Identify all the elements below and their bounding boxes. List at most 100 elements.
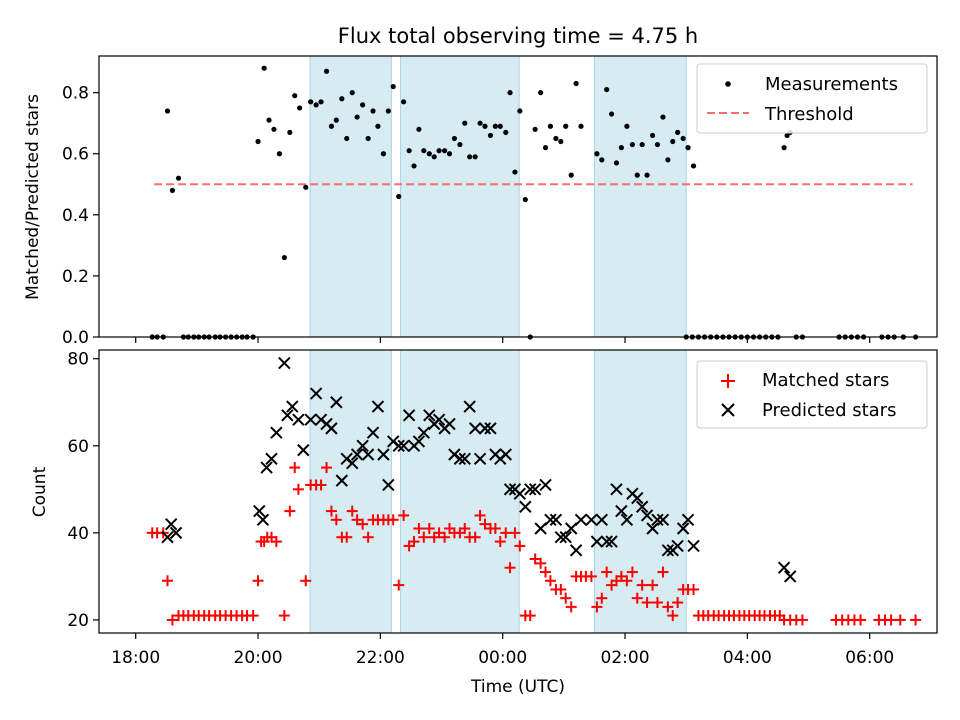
measurement-point: [360, 102, 366, 108]
predicted-star-point: [565, 522, 578, 535]
measurement-point: [467, 154, 473, 160]
measurement-point: [618, 145, 624, 151]
predicted-star-point: [325, 422, 338, 435]
measurement-point: [297, 105, 303, 111]
predicted-star-point: [528, 483, 542, 496]
predicted-star-point: [777, 561, 791, 574]
measurement-point: [446, 151, 453, 157]
matched-star-point: [672, 597, 684, 609]
legend-predicted-marker: [721, 403, 735, 417]
measurement-point: [553, 135, 559, 142]
top-legend: Measurements Threshold: [696, 63, 928, 134]
predicted-star-point: [304, 413, 317, 426]
matched-star-point: [300, 575, 312, 587]
matched-star-point: [494, 536, 506, 548]
measurement-point: [292, 93, 298, 99]
matched-star-point: [247, 610, 259, 622]
measurement-point: [482, 123, 488, 129]
predicted-star-point: [356, 439, 369, 452]
bottom-x-tick-label: 18:00: [111, 648, 160, 668]
predicted-star-point: [346, 456, 359, 470]
predicted-star-point: [392, 439, 405, 452]
measurement-point: [497, 123, 503, 129]
measurement-point: [308, 99, 314, 105]
matched-star-point: [894, 614, 906, 626]
predicted-star-point: [397, 439, 410, 452]
matched-star-point: [489, 523, 501, 535]
matched-star-point: [325, 505, 337, 517]
matched-star-point: [540, 566, 552, 578]
measurement-point: [542, 145, 549, 151]
predicted-star-point: [595, 513, 609, 527]
bottom-legend: Matched stars Predicted stars: [696, 360, 928, 429]
predicted-star-point: [297, 443, 310, 457]
predicted-star-point: [651, 513, 664, 527]
matched-star-point: [631, 592, 643, 604]
matched-star-point: [270, 536, 282, 548]
top-shaded-interval-0: [309, 55, 392, 338]
matched-star-point: [657, 566, 669, 578]
matched-star-point: [346, 505, 358, 517]
measurement-point: [344, 135, 350, 142]
measurement-point: [492, 123, 498, 129]
bottom-y-axis: 20 40 60 80: [67, 350, 99, 631]
predicted-star-point: [524, 483, 537, 496]
measurement-point: [503, 129, 509, 135]
top-axes-frame: [98, 55, 938, 338]
matched-star-point: [423, 523, 435, 535]
measurement-point: [313, 102, 319, 108]
matched-star-point: [585, 570, 597, 582]
bottom-x-tick-label: 06:00: [845, 648, 894, 668]
measurement-point: [380, 151, 387, 157]
top-y-tick-label: 0.2: [62, 267, 89, 287]
measurement-point: [578, 123, 584, 129]
measurement-point: [276, 151, 283, 157]
predicted-star-point: [513, 487, 527, 500]
predicted-star-point: [554, 531, 568, 544]
measurement-point: [685, 145, 691, 151]
top-y-tick-label: 0.6: [62, 145, 89, 165]
matched-star-point: [555, 583, 567, 595]
matched-star-point: [408, 536, 420, 548]
measurement-point: [406, 148, 412, 154]
measurement-point: [573, 80, 579, 87]
predicted-star-point: [458, 452, 471, 466]
top-panel: 0.00.20.40.60.8 Matched/Predicted stars …: [23, 55, 938, 348]
predicted-star-point: [265, 452, 278, 466]
matched-star-point: [504, 562, 516, 574]
measurement-point: [303, 184, 309, 190]
predicted-star-point: [590, 535, 604, 548]
predicted-star-point: [468, 422, 482, 435]
predicted-star-point: [534, 522, 547, 535]
measurement-point: [462, 120, 468, 126]
predicted-star-point: [463, 400, 476, 413]
matched-star-point: [544, 575, 556, 587]
predicted-star-point: [330, 396, 343, 409]
matched-star-point: [393, 579, 405, 591]
measurement-point: [354, 114, 360, 120]
measurement-point: [169, 187, 176, 193]
predicted-star-point: [281, 409, 294, 422]
predicted-star-point: [270, 426, 283, 439]
measurement-point: [396, 193, 402, 200]
predicted-star-point: [473, 452, 487, 466]
predicted-star-point: [620, 513, 634, 527]
measurement-point: [608, 111, 615, 117]
measurement-point: [349, 90, 355, 96]
measurement-point: [517, 108, 523, 114]
matched-star-point: [166, 614, 178, 626]
predicted-star-point: [164, 517, 178, 531]
predicted-star-point: [544, 513, 557, 527]
predicted-star-point: [484, 422, 497, 435]
predicted-star-point: [366, 426, 380, 439]
measurement-point: [568, 172, 574, 178]
top-shaded-intervals: [309, 55, 687, 338]
bottom-shaded-interval-0: [309, 349, 392, 634]
measurement-point: [487, 132, 494, 139]
predicted-star-point: [278, 356, 291, 370]
measurement-point: [512, 169, 518, 175]
measurement-point: [175, 175, 182, 181]
matched-star-point: [626, 566, 638, 578]
predicted-star-point: [499, 448, 512, 461]
predicted-star-point: [661, 544, 675, 557]
